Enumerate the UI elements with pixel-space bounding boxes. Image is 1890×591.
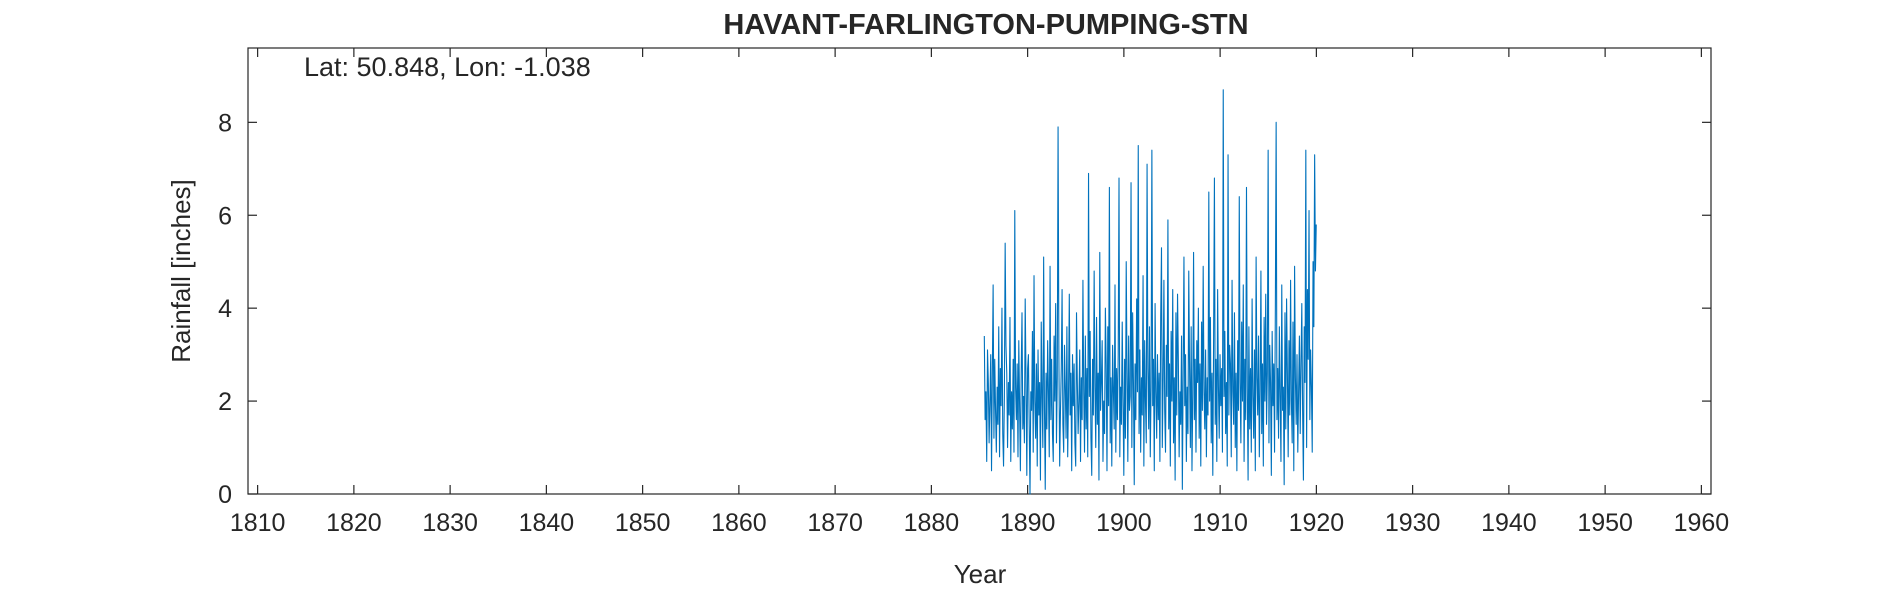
x-tick-label: 1840 bbox=[519, 509, 575, 537]
data-layer bbox=[983, 89, 1317, 495]
y-axis-label: Rainfall [inches] bbox=[166, 179, 196, 363]
x-tick-label: 1930 bbox=[1385, 509, 1441, 537]
chart-title: HAVANT-FARLINGTON-PUMPING-STN bbox=[723, 9, 1248, 41]
x-tick-label: 1810 bbox=[230, 509, 286, 537]
x-tick-label: 1820 bbox=[326, 509, 382, 537]
x-tick-label: 1910 bbox=[1192, 509, 1248, 537]
y-tick-label: 6 bbox=[218, 202, 232, 230]
location-annotation: Lat: 50.848, Lon: -1.038 bbox=[304, 52, 591, 82]
y-tick-label: 8 bbox=[218, 109, 232, 137]
x-tick-label: 1940 bbox=[1481, 509, 1537, 537]
y-tick-label: 2 bbox=[218, 388, 232, 416]
x-tick-label: 1880 bbox=[904, 509, 960, 537]
x-axis-label: Year bbox=[954, 559, 1007, 589]
x-tick-label: 1950 bbox=[1577, 509, 1633, 537]
x-tick-label: 1900 bbox=[1096, 509, 1152, 537]
x-tick-label: 1830 bbox=[422, 509, 478, 537]
x-tick-label: 1870 bbox=[807, 509, 863, 537]
x-tick-label: 1850 bbox=[615, 509, 671, 537]
x-axis-ticks: 1810 1820 1830 1840 1850 1860 1870 1880 1890 1900… bbox=[230, 48, 1729, 537]
y-tick-label: 4 bbox=[218, 295, 232, 323]
x-tick-label: 1890 bbox=[1000, 509, 1056, 537]
x-tick-label: 1920 bbox=[1289, 509, 1345, 537]
rainfall-series-line-0 bbox=[983, 89, 1317, 495]
x-tick-label: 1960 bbox=[1674, 509, 1730, 537]
y-tick-label: 0 bbox=[218, 481, 232, 509]
y-axis-ticks: 0 2 4 6 8 bbox=[218, 109, 1711, 509]
plot-area-frame bbox=[247, 47, 1712, 495]
x-tick-label: 1860 bbox=[711, 509, 767, 537]
